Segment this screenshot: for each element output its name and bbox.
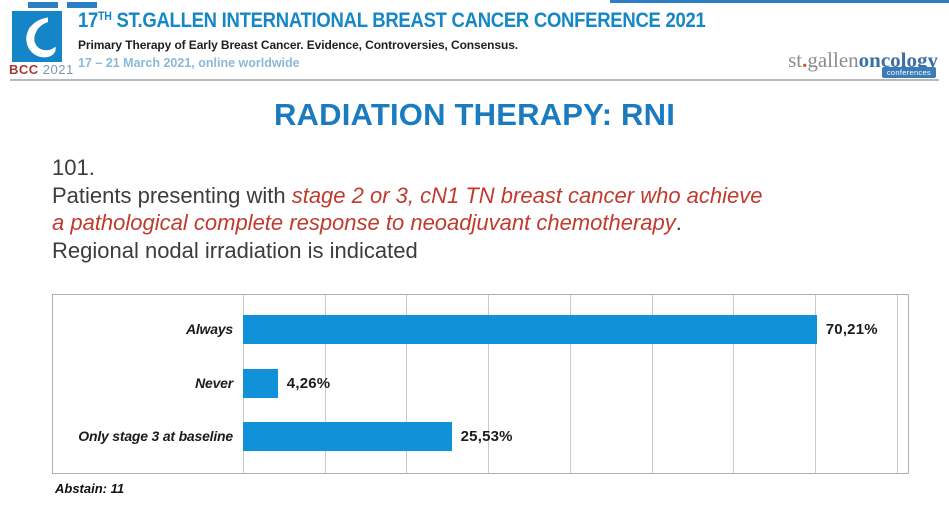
- gridline: [815, 295, 817, 473]
- bar: [243, 315, 817, 344]
- bar: [243, 422, 452, 451]
- question-highlight-1: stage 2 or 3, cN1 TN breast cancer who a…: [291, 182, 763, 208]
- question-intro: Patients presenting with: [52, 182, 292, 208]
- gridline: [324, 295, 326, 473]
- gridline: [651, 295, 653, 473]
- category-label: Always: [185, 321, 233, 337]
- gridline: [896, 295, 898, 473]
- brand-st: st: [788, 48, 803, 72]
- question-tail: Regional nodal irradiation is indicated: [52, 237, 418, 263]
- question-line-2: a pathological complete response to neoa…: [52, 209, 912, 237]
- question-number: 101.: [52, 155, 95, 180]
- question-line-1: Patients presenting with stage 2 or 3, c…: [52, 182, 912, 210]
- brand-dot: .: [802, 48, 808, 72]
- conference-title-text: ST.GALLEN INTERNATIONAL BREAST CANCER CO…: [111, 9, 706, 32]
- conference-subtitle: Primary Therapy of Early Breast Cancer. …: [78, 38, 519, 52]
- gridline: [733, 295, 735, 473]
- stgallen-oncology-logo: st.gallenoncology conferences: [788, 48, 938, 78]
- conference-title-number: 17: [78, 9, 99, 32]
- category-label: Never: [195, 374, 233, 391]
- bcc-logo-caption: BCC 2021: [9, 62, 79, 77]
- page-title: RADIATION THERAPY: RNI: [273, 97, 676, 132]
- category-label: Only stage 3 at baseline: [78, 428, 233, 444]
- gridline: [488, 295, 490, 473]
- top-edge-artifact: [28, 2, 58, 8]
- swan-drop-icon: [26, 17, 56, 58]
- bcc-year: 2021: [42, 62, 74, 77]
- conference-title-ordinal: TH: [98, 9, 112, 23]
- brand-gallen: gallen: [807, 48, 859, 72]
- bar: [243, 368, 278, 398]
- gridline: [406, 295, 408, 473]
- top-edge-artifact: [610, 0, 949, 3]
- conference-dates: 17 – 21 March 2021, online worldwide: [78, 56, 300, 70]
- bar-value-label: 4,26%: [286, 374, 331, 392]
- conferences-badge: conferences: [881, 67, 936, 78]
- bcc-logo-icon: [12, 11, 62, 62]
- bcc-text: BCC: [9, 62, 39, 77]
- bar-value-label: 70,21%: [825, 321, 878, 338]
- question-block: 101. Patients presenting with stage 2 or…: [52, 154, 912, 264]
- bar-value-label: 25,53%: [460, 428, 513, 445]
- abstain-note: Abstain: 11: [55, 481, 125, 496]
- top-edge-artifact: [67, 2, 97, 8]
- gridline: [569, 295, 571, 473]
- conference-title: 17TH ST.GALLEN INTERNATIONAL BREAST CANC…: [78, 9, 706, 33]
- question-highlight-2: a pathological complete response to neoa…: [52, 210, 676, 235]
- question-period: .: [675, 210, 682, 235]
- header-divider: [10, 79, 939, 81]
- poll-results-chart: Always 70,21% Never 4,26% Only stage 3 at ba…: [52, 294, 909, 474]
